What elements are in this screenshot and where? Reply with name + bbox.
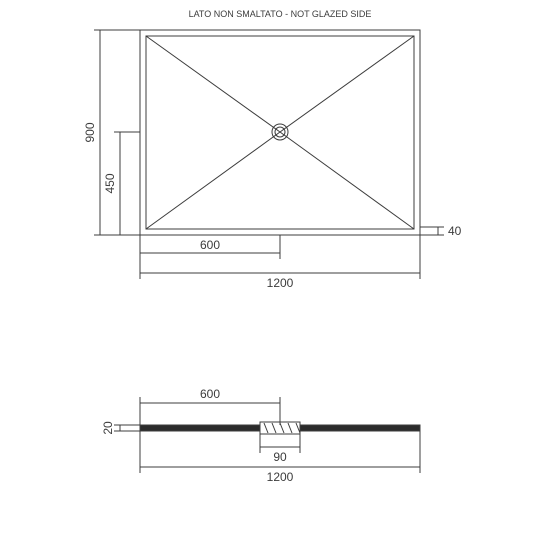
diagonal — [280, 132, 414, 229]
dim-lip: 40 — [448, 224, 462, 238]
side-dim-drain: 90 — [273, 450, 287, 464]
title-text: LATO NON SMALTATO - NOT GLAZED SIDE — [189, 9, 372, 19]
side-dim-thick: 20 — [101, 421, 115, 435]
side-dim-half: 600 — [200, 387, 220, 401]
side-dim-total: 1200 — [267, 470, 294, 484]
dim-total-height: 900 — [83, 122, 97, 142]
dim-half-width: 600 — [200, 238, 220, 252]
dim-total-width: 1200 — [267, 276, 294, 290]
diagonal — [146, 132, 280, 229]
dim-half-height: 450 — [103, 173, 117, 193]
diagonal — [146, 36, 280, 132]
diagonal — [280, 36, 414, 132]
